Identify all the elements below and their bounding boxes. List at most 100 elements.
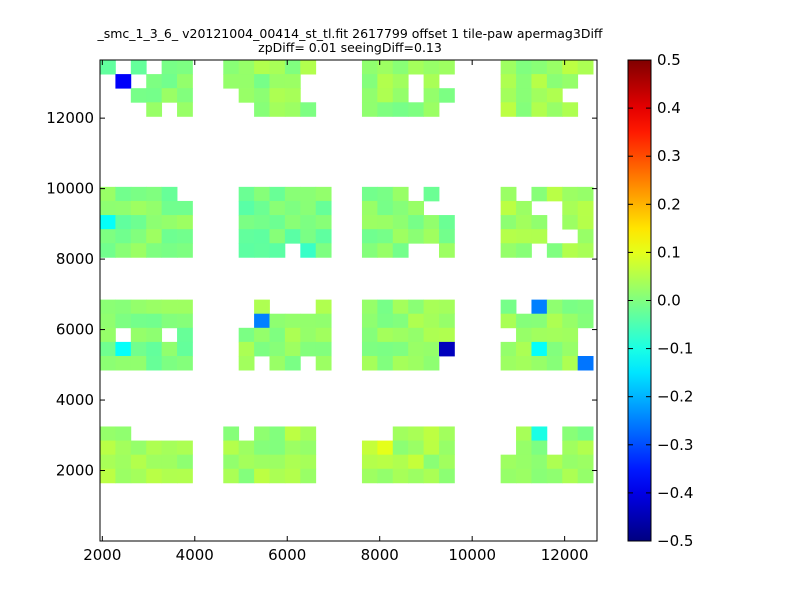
heatmap-cell xyxy=(562,102,579,117)
heatmap-cell xyxy=(577,313,594,329)
heatmap-cell xyxy=(315,186,332,202)
heatmap-cell xyxy=(361,440,378,456)
y-tick-label: 8000 xyxy=(56,250,94,268)
heatmap-cell xyxy=(562,468,579,484)
heatmap-cell xyxy=(577,60,594,75)
colorbar-tick-label: −0.1 xyxy=(657,340,693,358)
heatmap-cell xyxy=(377,88,394,103)
heatmap-cell xyxy=(377,454,394,470)
heatmap-cell xyxy=(577,200,594,216)
heatmap-cell xyxy=(562,60,579,75)
heatmap-cell xyxy=(269,313,286,329)
heatmap-cell xyxy=(146,243,163,258)
heatmap-cell xyxy=(115,74,132,89)
heatmap-cell xyxy=(562,341,579,357)
heatmap-cell xyxy=(130,341,147,357)
heatmap-cell xyxy=(146,229,163,244)
heatmap-cell xyxy=(516,341,532,357)
heatmap-cell xyxy=(423,341,440,357)
heatmap-cell xyxy=(254,468,270,484)
heatmap-cell xyxy=(562,440,579,456)
heatmap-cell xyxy=(423,229,440,244)
heatmap-cell xyxy=(269,186,286,202)
heatmap-cell xyxy=(161,243,178,258)
heatmap-cell xyxy=(361,74,378,89)
heatmap-cell xyxy=(408,356,424,371)
heatmap-cell xyxy=(500,299,517,315)
heatmap-cell xyxy=(177,327,193,343)
heatmap-cell xyxy=(161,454,178,470)
heatmap-cell xyxy=(531,327,548,343)
heatmap-cell xyxy=(531,356,548,371)
heatmap-cell xyxy=(562,200,579,216)
heatmap-cell xyxy=(377,341,394,357)
heatmap-cell xyxy=(130,88,147,103)
heatmap-cell xyxy=(161,440,178,456)
heatmap-cell xyxy=(177,468,193,484)
heatmap-cell xyxy=(516,102,532,117)
heatmap-cell xyxy=(408,313,424,329)
heatmap-cell xyxy=(423,60,440,75)
heatmap-cell xyxy=(516,426,532,441)
heatmap-cell xyxy=(562,426,579,441)
heatmap-cell xyxy=(254,74,270,89)
heatmap-cell xyxy=(269,229,286,244)
heatmap-cell xyxy=(238,88,255,103)
heatmap-cell xyxy=(439,440,455,456)
colorbar-tick-label: 0.5 xyxy=(657,51,681,69)
heatmap-cell xyxy=(223,440,240,456)
heatmap-cell xyxy=(115,229,132,244)
heatmap-cell xyxy=(546,341,563,357)
heatmap-cell xyxy=(500,74,517,89)
plot-frame xyxy=(99,59,598,542)
heatmap-cell xyxy=(269,74,286,89)
heatmap-cell xyxy=(269,102,286,117)
heatmap-cell xyxy=(300,215,317,230)
heatmap-cell xyxy=(392,426,409,441)
heatmap-cell xyxy=(423,88,440,103)
heatmap-cell xyxy=(254,102,270,117)
heatmap-cell xyxy=(300,313,317,329)
heatmap-cell xyxy=(392,229,409,244)
heatmap-cell xyxy=(146,200,163,216)
heatmap-cell xyxy=(408,454,424,470)
heatmap-cell xyxy=(392,74,409,89)
heatmap-cell xyxy=(423,356,440,371)
heatmap-cell xyxy=(500,88,517,103)
heatmap-cell xyxy=(177,102,193,117)
heatmap-cell xyxy=(377,186,394,202)
heatmap-cell xyxy=(161,74,178,89)
heatmap-cell xyxy=(130,186,147,202)
heatmap-cell xyxy=(531,426,548,441)
heatmap-cell xyxy=(177,341,193,357)
heatmap-cell xyxy=(439,299,455,315)
heatmap-cell xyxy=(562,74,579,89)
heatmap-cell xyxy=(146,88,163,103)
heatmap-cell xyxy=(115,356,132,371)
y-tick-label: 4000 xyxy=(56,391,94,409)
heatmap-cell xyxy=(238,186,255,202)
heatmap-cell xyxy=(238,60,255,75)
heatmap-cell xyxy=(577,243,594,258)
heatmap-cell xyxy=(361,356,378,371)
heatmap-cell xyxy=(269,356,286,371)
heatmap-cell xyxy=(146,454,163,470)
heatmap-cell xyxy=(100,215,116,230)
x-tick-label: 10000 xyxy=(448,546,496,564)
heatmap-cell xyxy=(300,60,317,75)
heatmap-cell xyxy=(315,341,332,357)
heatmap-cells xyxy=(100,60,594,484)
heatmap-cell xyxy=(516,356,532,371)
heatmap-cell xyxy=(392,327,409,343)
heatmap-cell xyxy=(300,229,317,244)
colorbar-tick-label: 0.1 xyxy=(657,243,681,261)
heatmap-cell xyxy=(269,215,286,230)
heatmap-cell xyxy=(300,186,317,202)
heatmap-cell xyxy=(238,229,255,244)
chart-title-line-1: _smc_1_3_6_ v20121004_00414_st_tl.fit 26… xyxy=(97,26,603,41)
heatmap-cell xyxy=(408,327,424,343)
heatmap-cell xyxy=(284,102,301,117)
heatmap-cell xyxy=(223,74,240,89)
heatmap-cell xyxy=(392,313,409,329)
